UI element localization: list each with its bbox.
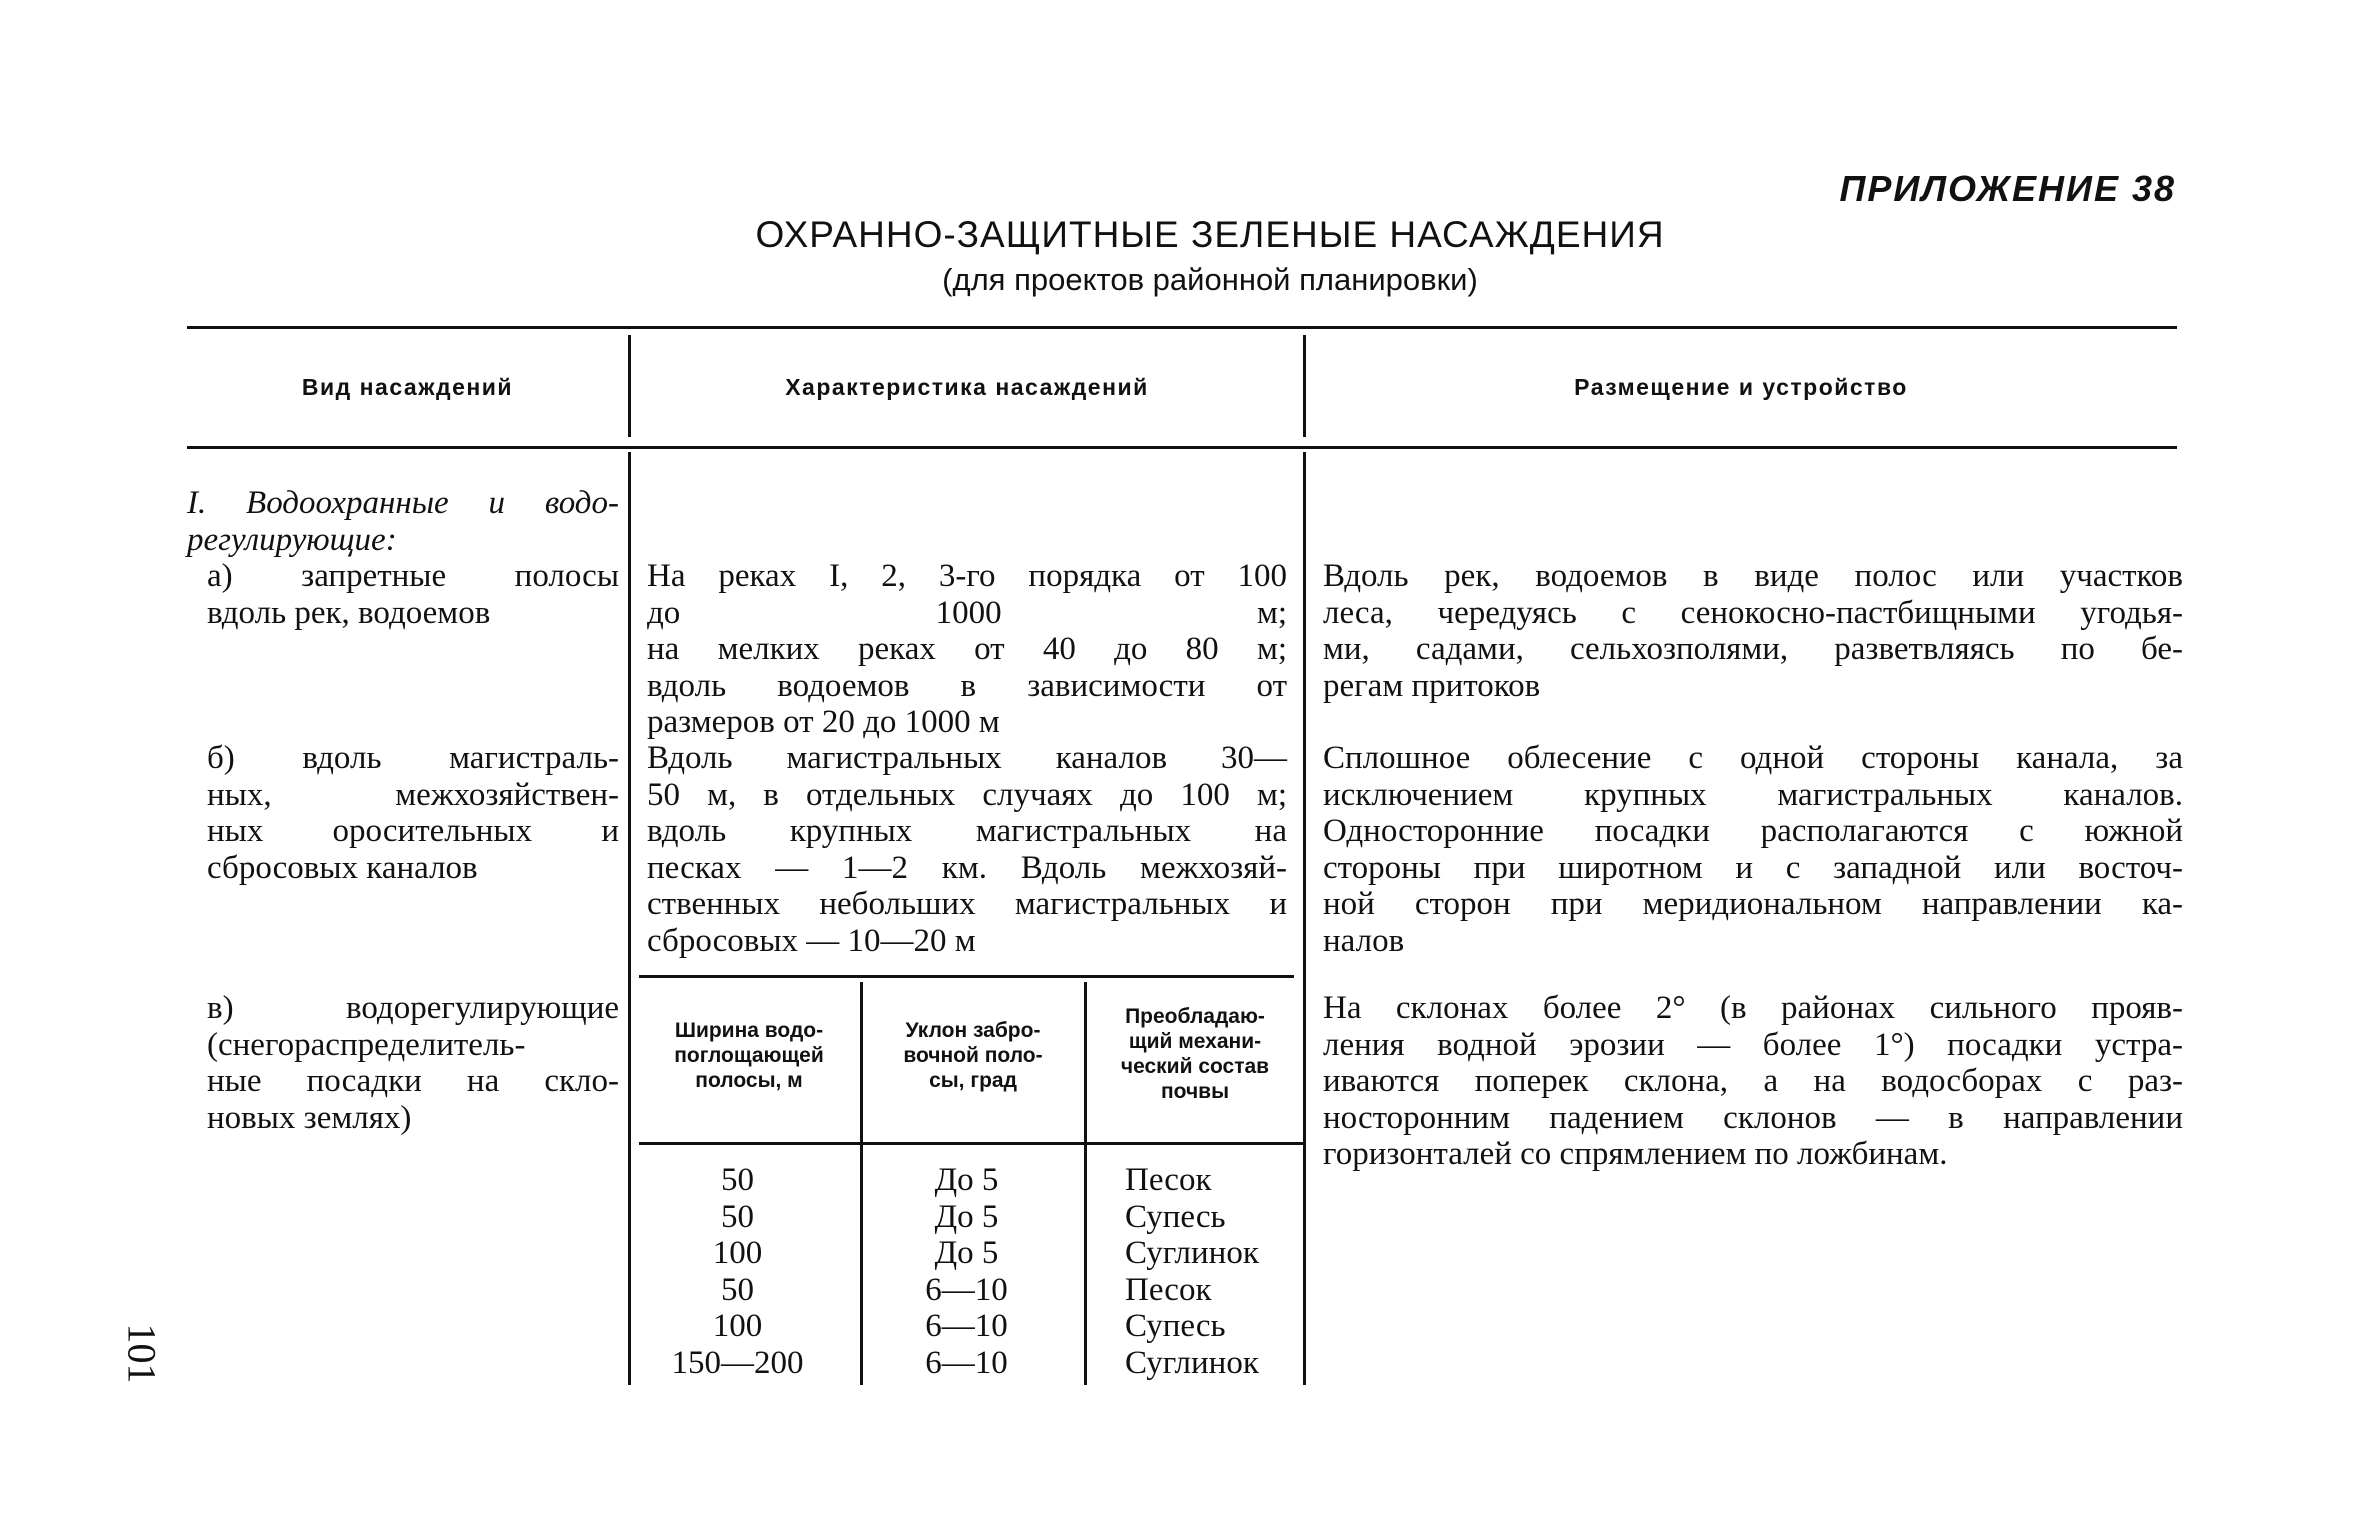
text-line: ных, межхозяйствен-	[207, 776, 619, 813]
row-c-kind: в) водорегулирующие (снегораспределитель-…	[207, 990, 619, 1136]
subtable-header-width: Ширина водо-поглощающей полосы, м	[640, 1018, 858, 1093]
text-line: На склонах более 2° (в районах сильного …	[1323, 990, 2183, 1026]
header-kind: Вид насаждений	[301, 374, 514, 400]
text-line: а) запретные полосы	[207, 558, 619, 594]
text-line: Вдоль магистральных каналов 30—	[647, 740, 1287, 776]
text-line: ные посадки на скло-	[207, 1063, 619, 1099]
header-placement: Размещение и устройство	[1574, 374, 1908, 400]
text-line: 6—10	[925, 1271, 1008, 1308]
text-line: ления водной эрозии — более 1°) посадки …	[1323, 1026, 2183, 1063]
text-line: стороны при широтном и с западной или во…	[1323, 849, 2183, 886]
text-line: Вдоль рек, водоемов в виде полос или уча…	[1323, 558, 2183, 594]
text-line: Песок	[1125, 1162, 1212, 1198]
text-line: сбросовых — 10—20 м	[647, 922, 976, 959]
text-line: Супесь	[1125, 1308, 1226, 1344]
text-line: размеров от 20 до 1000 м	[647, 704, 1000, 740]
text-line: 50	[721, 1162, 754, 1198]
text-line: 6—10	[925, 1308, 1008, 1344]
text-line: Ширина водо-	[674, 1019, 824, 1042]
text-line: Суглинок	[1125, 1344, 1259, 1381]
header-divider	[1303, 335, 1306, 437]
text-line: ной сторон при меридиональном направлени…	[1323, 886, 2183, 922]
text-line: б) вдоль магистраль-	[207, 740, 619, 776]
header-divider	[628, 335, 631, 437]
row-a-characteristics: На реках I, 2, 3-го порядка от 100 до 100…	[647, 558, 1287, 741]
subtable-col-width: 50 50 100 50 100 150—200	[640, 1162, 835, 1381]
text-line: Супесь	[1125, 1198, 1226, 1235]
column-divider	[1303, 452, 1306, 1385]
row-b-characteristics: Вдоль магистральных каналов 30— 50 м, в о…	[647, 740, 1287, 959]
text-line: в) водорегулирующие	[207, 990, 619, 1026]
page-subtitle: (для проектов районной планировки)	[942, 262, 1478, 297]
text-line: На реках I, 2, 3-го порядка от 100	[647, 558, 1287, 594]
subtable-header-rule	[639, 1142, 1304, 1145]
text-line: сбросовых каналов	[207, 849, 478, 886]
text-line: I. Водоохранные и водо-	[187, 485, 619, 521]
subtable-divider	[1084, 982, 1087, 1385]
text-line: вдоль водоемов в зависимости от	[647, 667, 1287, 704]
text-line: ственных небольших магистральных и	[647, 886, 1287, 922]
text-line: Сплошное облесение с одной стороны канал…	[1323, 740, 2183, 776]
subtable-header-soil: Преобладаю-щий механи-ческий состав почвы	[1088, 1004, 1302, 1104]
page-title: ОХРАННО-ЗАЩИТНЫЕ ЗЕЛЕНЫЕ НАСАЖДЕНИЯ	[755, 214, 1665, 255]
text-line: 50	[721, 1271, 754, 1308]
text-line: 50	[721, 1198, 754, 1235]
subtable-divider	[860, 982, 863, 1385]
column-divider	[628, 452, 631, 1385]
text-line: Песок	[1125, 1271, 1212, 1308]
text-line: горизонталей со спрямлением по ложбинам.	[1323, 1136, 1948, 1172]
text-line: 50 м, в отдельных случаях до 100 м;	[647, 776, 1287, 813]
text-line: щий механи-	[1128, 1030, 1262, 1053]
text-line: До 5	[934, 1162, 999, 1198]
text-line: До 5	[934, 1235, 999, 1271]
text-line: леса, чередуясь с сенокосно-пастбищными …	[1323, 594, 2183, 631]
text-line: вочной поло-	[903, 1044, 1043, 1067]
text-line: поглощающей	[674, 1044, 824, 1067]
row-a-kind: а) запретные полосы вдоль рек, водоемов	[207, 558, 619, 631]
row-c-placement: На склонах более 2° (в районах сильного …	[1323, 990, 2183, 1173]
text-line: носторонним падением склонов — в направл…	[1323, 1099, 2183, 1136]
text-line: регулирующие:	[187, 521, 397, 558]
text-line: новых землях)	[207, 1099, 412, 1136]
text-line: до 1000 м;	[647, 594, 1287, 631]
row-b-kind: б) вдоль магистраль-ных, межхозяйствен-н…	[207, 740, 619, 886]
text-line: иваются поперек склона, а на водосборах …	[1323, 1063, 2183, 1099]
text-line: (снегораспределитель-	[207, 1026, 526, 1063]
header-bottom-rule	[187, 446, 2177, 449]
subtable-top-rule	[639, 975, 1294, 978]
text-line: Суглинок	[1125, 1235, 1259, 1271]
text-line: песках — 1—2 км. Вдоль межхозяй-	[647, 849, 1287, 886]
text-line: До 5	[934, 1198, 999, 1235]
header-characteristics: Характеристика насаждений	[785, 374, 1149, 400]
text-line: регам притоков	[1323, 667, 1541, 704]
text-line: исключением крупных магистральных канало…	[1323, 776, 2183, 813]
text-line: ческий состав	[1120, 1055, 1270, 1078]
text-line: ных оросительных и	[207, 813, 619, 849]
text-line: ми, садами, сельхозполями, разветвляясь …	[1323, 631, 2183, 667]
text-line: налов	[1323, 922, 1405, 959]
text-line: почвы	[1160, 1080, 1230, 1103]
text-line: Преобладаю-	[1125, 1005, 1265, 1028]
row-b-placement: Сплошное облесение с одной стороны канал…	[1323, 740, 2183, 959]
text-line: 150—200	[671, 1344, 804, 1381]
subtable-col-slope: До 5 До 5 До 5 6—10 6—10 6—10	[864, 1162, 1069, 1381]
appendix-label: ПРИЛОЖЕНИЕ 38	[1839, 168, 2176, 209]
text-line: 6—10	[925, 1344, 1008, 1381]
text-line: 100	[712, 1308, 763, 1344]
subtable-col-soil: Песок Супесь Суглинок Песок Супесь Суглинок	[1125, 1162, 1305, 1381]
text-line: вдоль рек, водоемов	[207, 594, 491, 631]
text-line: вдоль крупных магистральных на	[647, 813, 1287, 849]
table-top-rule	[187, 326, 2177, 329]
page-number: 101	[119, 1323, 165, 1384]
text-line: сы, град	[929, 1069, 1017, 1092]
row-a-placement: Вдоль рек, водоемов в виде полос или уча…	[1323, 558, 2183, 704]
text-line: 100	[712, 1235, 763, 1271]
text-line: Односторонние посадки располагаются с юж…	[1323, 813, 2183, 849]
section-title: I. Водоохранные и водо-регулирующие:	[187, 485, 619, 558]
text-line: полосы, м	[695, 1069, 803, 1092]
subtable-header-slope: Уклон забро-вочной поло-сы, град	[864, 1018, 1082, 1093]
text-line: на мелких реках от 40 до 80 м;	[647, 631, 1287, 667]
text-line: Уклон забро-	[905, 1019, 1041, 1042]
